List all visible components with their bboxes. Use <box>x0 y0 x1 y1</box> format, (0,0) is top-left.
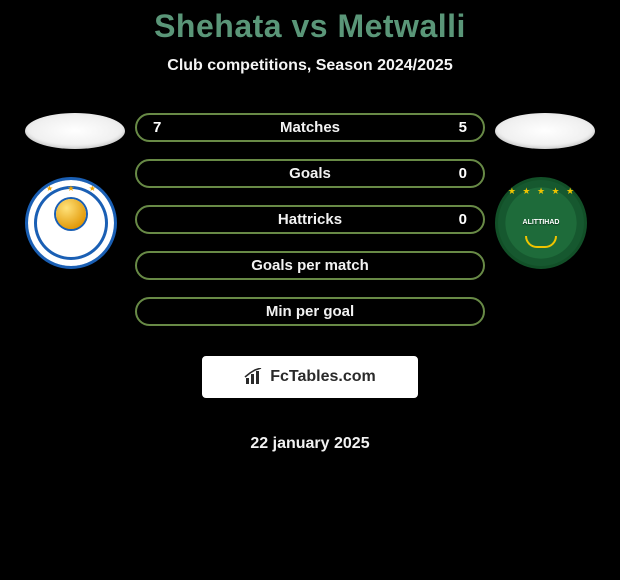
comparison-card: Shehata vs Metwalli Club competitions, S… <box>0 0 620 453</box>
date-text: 22 january 2025 <box>250 435 369 453</box>
subtitle: Club competitions, Season 2024/2025 <box>167 57 452 75</box>
stat-label: Matches <box>173 119 447 136</box>
stat-row-goals: Goals 0 <box>135 159 485 188</box>
left-player-col <box>15 113 135 267</box>
right-player-col: ALITTIHAD <box>485 113 605 267</box>
stat-right-value: 0 <box>447 211 467 228</box>
stat-right-value: 0 <box>447 165 467 182</box>
stat-label: Goals <box>173 165 447 182</box>
right-club-badge: ALITTIHAD <box>495 177 595 267</box>
al-ittihad-badge-icon: ALITTIHAD <box>495 177 587 269</box>
left-club-badge <box>25 177 125 267</box>
stat-row-matches: 7 Matches 5 <box>135 113 485 142</box>
attribution-box: FcTables.com <box>202 356 418 398</box>
attribution-text: FcTables.com <box>270 368 376 386</box>
badge-text: ALITTIHAD <box>523 219 560 227</box>
stat-left-value: 7 <box>153 119 173 136</box>
stat-row-hattricks: Hattricks 0 <box>135 205 485 234</box>
stat-row-goals-per-match: Goals per match <box>135 251 485 280</box>
ismaily-badge-icon <box>25 177 117 269</box>
title: Shehata vs Metwalli <box>154 8 466 45</box>
stat-label: Hattricks <box>173 211 447 228</box>
stats-column: 7 Matches 5 Goals 0 Hattricks 0 Goals pe… <box>135 113 485 453</box>
stat-label: Goals per match <box>173 257 447 274</box>
left-player-photo-placeholder <box>25 113 125 149</box>
stat-right-value: 5 <box>447 119 467 136</box>
stat-label: Min per goal <box>173 303 447 320</box>
bar-chart-icon <box>244 368 266 386</box>
right-player-photo-placeholder <box>495 113 595 149</box>
stat-row-min-per-goal: Min per goal <box>135 297 485 326</box>
content-area: 7 Matches 5 Goals 0 Hattricks 0 Goals pe… <box>0 113 620 453</box>
